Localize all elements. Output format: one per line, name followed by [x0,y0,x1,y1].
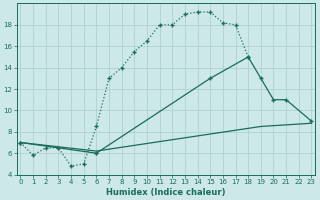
X-axis label: Humidex (Indice chaleur): Humidex (Indice chaleur) [106,188,226,197]
